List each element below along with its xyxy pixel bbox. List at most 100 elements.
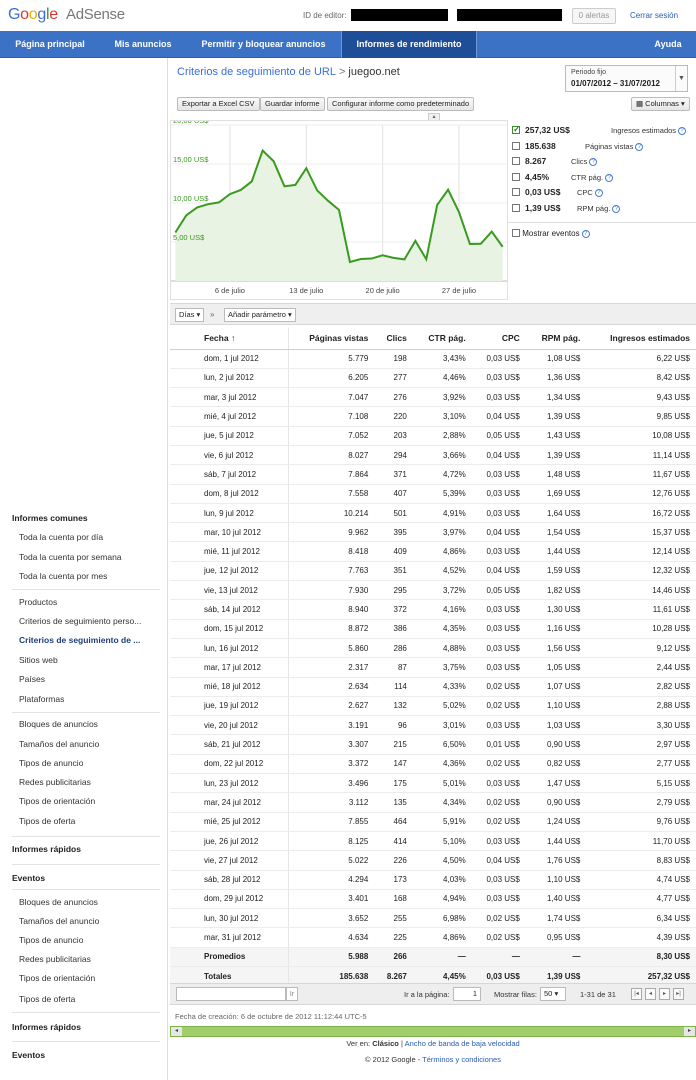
collapse-chart-toggle[interactable]: ▴ [428, 113, 440, 120]
low-bandwidth-link[interactable]: Ancho de banda de baja velocidad [404, 1039, 520, 1048]
help-icon[interactable]: ? [581, 229, 590, 238]
set-default-report-button[interactable]: Configurar informe como predeterminado [327, 97, 475, 111]
column-header-revenue[interactable]: Ingresos estimados [586, 328, 696, 350]
scroll-left-icon[interactable]: ◂ [171, 1027, 182, 1036]
sidebar-section-heading[interactable]: Informes rápidos [12, 1022, 81, 1032]
nav-allow-block-ads[interactable]: Permitir y bloquear anuncios [201, 39, 326, 49]
sidebar-item[interactable]: Tipos de anuncio [19, 758, 84, 768]
show-events-toggle[interactable]: Mostrar eventos? [512, 228, 590, 240]
column-header-date[interactable]: Fecha ↑ [170, 328, 290, 350]
sidebar-item[interactable]: Plataformas [19, 694, 65, 704]
cell-date: jue, 19 jul 2012 [170, 696, 290, 717]
revenue-chart-svg: 20,00 US$ 15,00 US$ 10,00 US$ 5,00 US$ 6 de … [171, 116, 507, 295]
metric-checkbox-checked[interactable] [512, 124, 521, 135]
page-number-input[interactable]: 1 [453, 987, 481, 1001]
chevron-down-icon[interactable]: ▼ [675, 66, 687, 91]
cell-revenue: 8,30 US$ [586, 946, 696, 968]
chart-area-fill [175, 150, 503, 281]
sidebar-item[interactable]: Tamaños del anuncio [19, 739, 100, 749]
sidebar-item[interactable]: Tamaños del anuncio [19, 916, 100, 926]
filter-button[interactable]: Ir [286, 987, 298, 1001]
sidebar-item[interactable]: Tipos de oferta [19, 994, 76, 1004]
signout-link[interactable]: Cerrar sesión [630, 11, 679, 20]
sidebar-item[interactable]: Tipos de orientación [19, 973, 96, 983]
sidebar-section-heading[interactable]: Eventos [12, 1050, 46, 1060]
save-report-button[interactable]: Guardar informe [260, 97, 325, 111]
add-parameter-select[interactable]: Añadir parámetro ▾ [224, 308, 296, 322]
column-header-ctr[interactable]: CTR pág. [412, 328, 472, 350]
columns-button[interactable]: ▦ Columnas ▾ [631, 97, 690, 111]
metric-checkbox[interactable] [512, 141, 520, 150]
sidebar-section-heading[interactable]: Informes comunes [12, 513, 88, 523]
column-header-cpc[interactable]: CPC [471, 328, 526, 350]
column-header-clicks[interactable]: Clics [374, 328, 413, 350]
cell-cpc: 0,03 US$ [471, 599, 526, 620]
metric-checkbox[interactable] [512, 157, 520, 165]
cell-cpc: 0,03 US$ [471, 619, 526, 639]
sidebar-item[interactable]: Tipos de orientación [19, 796, 96, 806]
sidebar-item[interactable]: Criterios de seguimiento perso... [19, 616, 142, 626]
legend-metric-value: 1,39 US$ [525, 202, 561, 213]
nav-help[interactable]: Ayuda [654, 39, 682, 49]
help-icon[interactable]: ? [589, 158, 598, 167]
cell-date: sáb, 7 jul 2012 [170, 464, 290, 485]
sidebar-section-heading[interactable]: Eventos [12, 873, 46, 883]
cell-ctr: 4,91% [412, 503, 472, 524]
column-header-date-label: Fecha [204, 333, 229, 344]
nav-performance-reports[interactable]: Informes de rendimiento [341, 31, 477, 58]
granularity-select[interactable]: Días ▾ [175, 308, 205, 322]
terms-link[interactable]: Términos y condiciones [422, 1055, 501, 1064]
cell-cpc: 0,02 US$ [471, 812, 526, 832]
help-icon[interactable]: ? [678, 127, 687, 136]
sidebar-item[interactable]: Sitios web [19, 655, 58, 665]
cell-date: lun, 16 jul 2012 [170, 638, 290, 659]
metric-checkbox[interactable] [512, 203, 520, 212]
prev-page-icon[interactable]: ◂ [645, 988, 656, 1000]
next-page-icon[interactable]: ▸ [659, 988, 670, 1000]
scroll-right-icon[interactable]: ▸ [684, 1027, 695, 1036]
cell-cpc: 0,03 US$ [471, 464, 526, 485]
show-events-checkbox[interactable] [512, 229, 520, 237]
last-page-icon[interactable]: ▸| [673, 988, 684, 1000]
filter-input[interactable] [176, 987, 286, 1001]
sidebar-item[interactable]: Tipos de oferta [19, 816, 76, 826]
sidebar-item[interactable]: Redes publicitarias [19, 954, 91, 964]
sidebar-item[interactable]: Tipos de anuncio [19, 935, 84, 945]
help-icon[interactable]: ? [612, 204, 621, 213]
sidebar-item[interactable]: Países [19, 674, 45, 684]
sidebar-item[interactable]: Redes publicitarias [19, 777, 91, 787]
help-icon[interactable]: ? [605, 173, 614, 182]
metric-checkbox[interactable] [512, 188, 520, 196]
date-range-picker[interactable]: Periodo fijo 01/07/2012 – 31/07/2012 ▼ [565, 65, 688, 92]
breadcrumb-link[interactable]: Criterios de seguimiento de URL [177, 66, 336, 78]
sidebar-section-heading[interactable]: Informes rápidos [12, 844, 81, 854]
nav-my-ads[interactable]: Mis anuncios [114, 39, 172, 49]
sidebar-item[interactable]: Bloques de anuncios [19, 897, 98, 907]
alerts-button[interactable]: 0 alertas [572, 8, 616, 24]
adsense-logo[interactable]: Google AdSense [8, 6, 125, 24]
column-header-rpm[interactable]: RPM pág. [525, 328, 587, 350]
cell-cpc: 0,04 US$ [471, 445, 526, 466]
sidebar-item[interactable]: Productos [19, 597, 58, 607]
horizontal-scrollbar[interactable]: ◂ ▸ [170, 1026, 696, 1037]
first-page-icon[interactable]: |◂ [631, 988, 642, 1000]
cell-revenue: 14,46 US$ [586, 580, 696, 601]
cell-rpm: 1,82 US$ [525, 580, 587, 601]
help-icon[interactable]: ? [594, 189, 603, 198]
table-row: vie, 27 jul 2012 5.022 226 4,50% 0,04 US$ 1,7… [170, 850, 696, 871]
help-icon[interactable]: ? [635, 142, 644, 151]
nav-home[interactable]: Página principal [15, 39, 85, 49]
sidebar-item[interactable]: Toda la cuenta por día [19, 532, 104, 542]
sidebar-item[interactable]: Toda la cuenta por mes [19, 571, 108, 581]
sidebar-item[interactable]: Bloques de anuncios [19, 719, 98, 729]
metric-checkbox[interactable] [512, 172, 520, 181]
cell-clicks: 225 [374, 927, 413, 948]
sidebar-item[interactable]: Toda la cuenta por semana [19, 552, 122, 562]
sidebar-item-selected[interactable]: Criterios de seguimiento de ... [19, 635, 141, 645]
rows-per-page-select[interactable]: 50 ▾ [540, 987, 566, 1001]
export-csv-button[interactable]: Exportar a Excel CSV [177, 97, 260, 111]
cell-revenue: 16,72 US$ [586, 503, 696, 524]
column-header-pageviews[interactable]: Páginas vistas [288, 328, 375, 350]
table-row: jue, 26 jul 2012 8.125 414 5,10% 0,03 US$ 1,4… [170, 831, 696, 852]
cell-rpm: 1,16 US$ [525, 619, 587, 639]
